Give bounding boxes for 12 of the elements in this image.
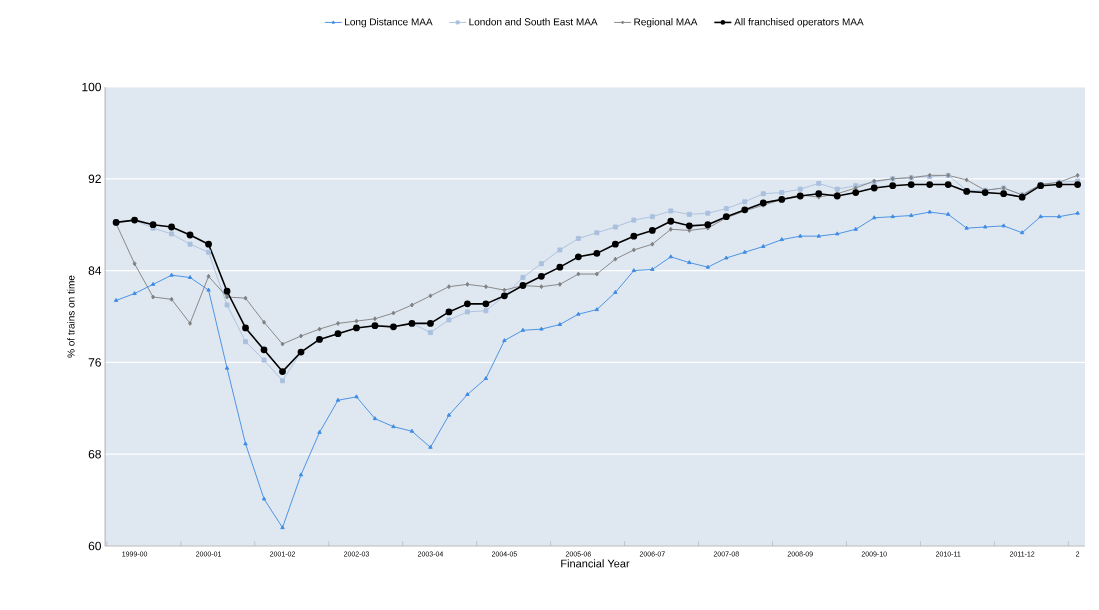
- y-tick-label: 100: [82, 82, 101, 92]
- legend-label: London and South East MAA: [469, 18, 598, 26]
- legend-label: Long Distance MAA: [345, 18, 433, 28]
- x-axis-title: Financial Year: [561, 559, 630, 568]
- y-tick-label: 84: [88, 266, 102, 275]
- y-tick-label: 92: [88, 174, 101, 184]
- y-tick-label: 68: [88, 449, 101, 459]
- y-axis-title: % of trains on time: [67, 275, 75, 358]
- legend-label: All franchised operators MAA: [734, 18, 864, 28]
- legend-label: Regional MAA: [634, 18, 698, 28]
- y-tick-label: 60: [88, 541, 101, 551]
- y-tick-label: 76: [88, 358, 101, 367]
